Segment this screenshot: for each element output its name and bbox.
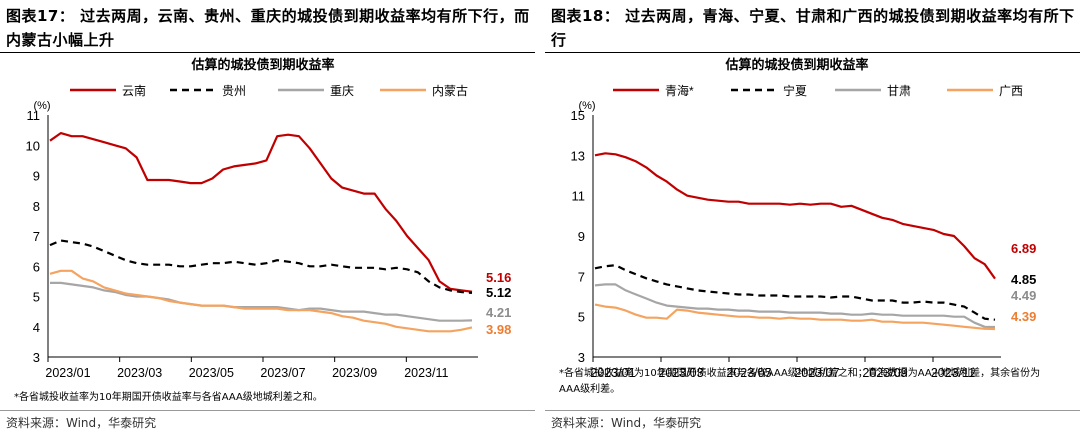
series-line-1 (594, 264, 996, 321)
y-tick-label: 6 (33, 259, 40, 274)
series-line-0 (594, 152, 996, 280)
x-tick-label: 2023/01 (45, 366, 90, 380)
y-tick-label: 5 (33, 290, 40, 305)
y-tick-label: 15 (571, 108, 585, 123)
legend-label-2: 重庆 (330, 84, 354, 98)
chart-title: 估算的城投债到期收益率 (190, 57, 334, 72)
y-tick-label: 5 (578, 310, 585, 325)
end-value-label-3: 3.98 (486, 322, 511, 337)
y-axis-label: (%) (33, 100, 50, 112)
y-tick-label: 10 (26, 138, 40, 153)
y-tick-label: 7 (33, 229, 40, 244)
end-value-label-3: 4.39 (1011, 309, 1036, 324)
series-line-3 (594, 303, 996, 331)
footer-divider (0, 410, 535, 411)
y-tick-label: 13 (571, 148, 585, 163)
source-text: 资料来源：Wind，华泰研究 (551, 416, 702, 430)
x-tick-label: 2023/07 (260, 366, 305, 380)
end-value-label-1: 5.12 (486, 285, 511, 300)
y-axis-label: (%) (578, 100, 595, 112)
legend-label-0: 青海* (665, 83, 694, 98)
x-tick-label: 2023/03 (658, 366, 703, 380)
legend-label-1: 宁夏 (783, 83, 807, 98)
y-tick-label: 9 (33, 169, 40, 184)
legend-label-1: 贵州 (222, 84, 246, 98)
heading-divider (0, 52, 535, 53)
x-tick-label: 2023/05 (726, 366, 771, 380)
source-text: 资料来源：Wind，华泰研究 (6, 416, 157, 430)
series-line-2 (594, 283, 996, 329)
y-tick-label: 3 (33, 350, 40, 365)
figure-heading: 图表18： 过去两周，青海、宁夏、甘肃和广西的城投债到期收益率均有所下行 (551, 7, 1075, 49)
figure-heading: 图表17： 过去两周，云南、贵州、重庆的城投债到期收益率均有所下行，而内蒙古小幅… (6, 7, 530, 49)
series-line-0 (49, 131, 473, 293)
footnote: *各省城投收益率为10年期国开债收益率与各省AAA级地城利差之和。 (14, 392, 323, 403)
y-tick-label: 7 (578, 269, 585, 284)
legend-label-2: 甘肃 (887, 84, 911, 98)
end-value-label-2: 4.49 (1011, 288, 1036, 303)
legend-label-0: 云南 (122, 83, 146, 98)
x-tick-label: 2023/01 (590, 366, 635, 380)
x-tick-label: 2023/03 (117, 366, 162, 380)
end-value-label-2: 4.21 (486, 305, 511, 320)
legend-label-3: 广西 (999, 84, 1023, 98)
end-value-label-0: 5.16 (486, 270, 511, 285)
chart-panel-18: 图表18： 过去两周，青海、宁夏、甘肃和广西的城投债到期收益率均有所下行 估算的… (545, 0, 1080, 439)
x-tick-label: 2023/11 (931, 366, 975, 380)
x-tick-label: 2023/07 (794, 366, 839, 380)
x-tick-label: 2023/09 (862, 366, 907, 380)
x-tick-label: 2023/09 (332, 366, 377, 380)
y-tick-label: 9 (578, 229, 585, 244)
y-tick-label: 3 (578, 350, 585, 365)
series-line-2 (50, 281, 473, 322)
legend-label-3: 内蒙古 (432, 83, 468, 98)
y-tick-label: 8 (33, 199, 40, 214)
footnote: *各省城投收益率为10年期国开债收益率与各省AAA级地城利差之和；青海数据为AA… (559, 368, 1041, 395)
end-value-label-1: 4.85 (1011, 272, 1036, 287)
series-line-3 (49, 269, 473, 333)
series-line-1 (49, 239, 473, 294)
footer-divider (545, 410, 1080, 411)
y-tick-label: 11 (572, 189, 586, 204)
chart-panel-17: 图表17： 过去两周，云南、贵州、重庆的城投债到期收益率均有所下行，而内蒙古小幅… (0, 0, 535, 439)
x-tick-label: 2023/11 (404, 366, 448, 380)
heading-divider (545, 52, 1080, 53)
end-value-label-0: 6.89 (1011, 241, 1036, 256)
y-tick-label: 4 (33, 320, 40, 335)
chart-title: 估算的城投债到期收益率 (724, 57, 868, 72)
y-tick-label: 11 (27, 108, 41, 123)
x-tick-label: 2023/05 (189, 366, 234, 380)
